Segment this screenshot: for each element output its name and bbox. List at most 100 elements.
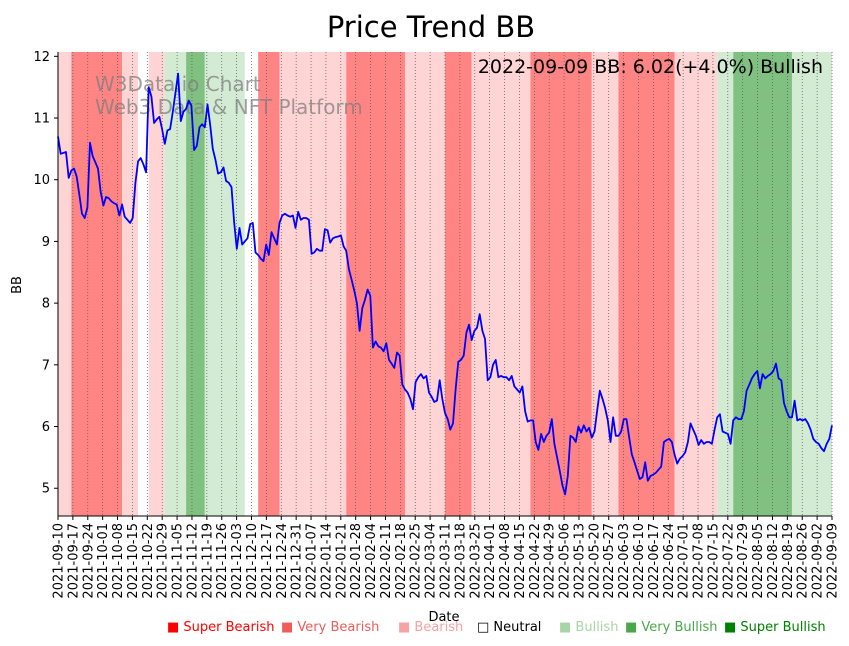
x-tick-label: 2022-02-11 xyxy=(379,523,394,599)
x-tick-label: 2022-04-22 xyxy=(528,523,543,599)
sentiment-legend: ■ Super Bearish ■ Very Bearish ■ Bearish □ … xyxy=(0,620,849,640)
legend-label: Very Bearish xyxy=(297,620,380,635)
sentiment-band xyxy=(733,52,792,516)
sentiment-band xyxy=(591,52,619,516)
y-axis-label: BB xyxy=(10,276,25,294)
sentiment-band xyxy=(122,52,139,516)
x-tick-label: 2022-05-20 xyxy=(587,523,602,599)
legend-item: ■ Bearish xyxy=(398,620,463,635)
x-tick-label: 2021-09-17 xyxy=(66,523,81,599)
legend-label: Super Bullish xyxy=(740,620,826,635)
sentiment-band xyxy=(148,52,165,516)
legend-item: ■ Bullish xyxy=(559,620,618,635)
sentiment-band xyxy=(346,52,405,516)
x-tick-label: 2022-01-28 xyxy=(349,523,364,599)
x-tick-label: 2022-06-24 xyxy=(662,523,677,599)
x-tick-label: 2022-06-03 xyxy=(617,523,632,599)
x-tick-label: 2021-12-03 xyxy=(230,523,245,599)
sentiment-band xyxy=(138,52,149,516)
legend-label: Very Bullish xyxy=(641,620,718,635)
x-tick-label: 2022-04-29 xyxy=(543,523,558,599)
x-tick-label: 2022-06-10 xyxy=(632,523,647,599)
y-tick-label: 9 xyxy=(42,235,50,250)
x-axis-label: Date xyxy=(428,610,459,625)
x-tick-label: 2021-12-31 xyxy=(290,523,305,599)
x-axis-ticks: 2021-09-10 2021-09-17 2021-09-24 2021-10-01… xyxy=(52,516,841,599)
x-tick-label: 2022-04-08 xyxy=(498,523,513,599)
x-tick-label: 2021-09-24 xyxy=(81,523,96,599)
price-line xyxy=(57,72,833,496)
x-tick-label: 2022-07-22 xyxy=(721,523,736,599)
sentiment-band xyxy=(717,52,734,516)
legend-item: ■ Super Bearish xyxy=(167,620,275,635)
x-tick-label: 2022-08-26 xyxy=(796,523,811,599)
x-tick-label: 2022-02-25 xyxy=(409,523,424,599)
x-tick-label: 2022-06-17 xyxy=(647,523,662,599)
legend-swatch: ■ xyxy=(281,620,298,635)
y-tick-label: 8 xyxy=(42,297,50,312)
x-tick-label: 2022-01-21 xyxy=(334,523,349,599)
y-tick-label: 10 xyxy=(33,173,50,188)
x-tick-label: 2022-01-07 xyxy=(305,523,320,599)
watermark-line-2: Web3 Data & NFT Platform xyxy=(95,95,363,119)
sentiment-band xyxy=(204,52,224,516)
legend-swatch: ■ xyxy=(398,620,415,635)
sentiment-band xyxy=(674,52,718,516)
legend-swatch: ■ xyxy=(625,620,642,635)
legend-swatch: ■ xyxy=(559,620,576,635)
sentiment-band xyxy=(186,52,205,516)
x-tick-label: 2022-02-04 xyxy=(364,523,379,599)
x-tick-label: 2021-10-15 xyxy=(126,523,141,599)
x-tick-label: 2022-09-02 xyxy=(811,523,826,599)
x-tick-label: 2022-07-08 xyxy=(692,523,707,599)
x-tick-label: 2021-10-01 xyxy=(96,523,111,599)
x-tick-label: 2021-09-10 xyxy=(52,523,67,599)
x-tick-label: 2022-08-05 xyxy=(751,523,766,599)
x-tick-label: 2022-01-14 xyxy=(319,523,334,599)
x-tick-label: 2022-08-19 xyxy=(781,523,796,599)
x-tick-label: 2021-11-26 xyxy=(215,523,230,599)
sentiment-band xyxy=(316,52,347,516)
x-tick-label: 2022-09-09 xyxy=(826,523,841,599)
x-tick-label: 2021-11-05 xyxy=(171,523,186,599)
y-tick-label: 7 xyxy=(42,358,50,373)
sentiment-band xyxy=(471,52,531,516)
x-tick-label: 2022-05-27 xyxy=(602,523,617,599)
sentiment-band xyxy=(445,52,472,516)
chart-title: Price Trend BB xyxy=(327,10,535,44)
x-tick-label: 2022-07-29 xyxy=(736,523,751,599)
legend-label: Bullish xyxy=(575,620,619,635)
latest-price-annotation: 2022-09-09 BB: 6.02(+4.0%) Bullish xyxy=(478,56,823,78)
legend-item: □ Neutral xyxy=(477,620,541,635)
y-tick-label: 12 xyxy=(33,50,50,65)
sentiment-band xyxy=(791,52,832,516)
y-axis-ticks: 5 6 7 8 9 10 11 12 xyxy=(33,50,58,497)
legend-swatch: □ xyxy=(477,620,494,635)
x-tick-label: 2021-12-24 xyxy=(275,523,290,599)
legend-label: Neutral xyxy=(493,620,542,635)
x-tick-label: 2021-10-08 xyxy=(111,523,126,599)
x-tick-label: 2021-11-12 xyxy=(185,523,200,599)
x-tick-label: 2022-02-18 xyxy=(394,523,409,599)
y-tick-label: 5 xyxy=(42,482,50,497)
x-tick-label: 2022-03-25 xyxy=(468,523,483,599)
sentiment-band xyxy=(618,52,675,516)
legend-label: Super Bearish xyxy=(183,620,275,635)
y-tick-label: 6 xyxy=(42,420,50,435)
x-tick-label: 2022-03-18 xyxy=(453,523,468,599)
x-tick-label: 2021-12-10 xyxy=(245,523,260,599)
x-tick-label: 2021-10-29 xyxy=(156,523,171,599)
x-tick-label: 2021-10-22 xyxy=(141,523,156,599)
sentiment-band xyxy=(279,52,317,516)
x-tick-label: 2022-08-12 xyxy=(766,523,781,599)
x-tick-label: 2021-11-19 xyxy=(200,523,215,599)
x-tick-label: 2022-03-04 xyxy=(424,523,439,599)
sentiment-band xyxy=(223,52,245,516)
y-tick-label: 11 xyxy=(33,112,50,127)
legend-item: ■ Super Bullish xyxy=(724,620,826,635)
sentiment-band xyxy=(258,52,280,516)
sentiment-band xyxy=(58,52,72,516)
sentiment-band xyxy=(71,52,123,516)
legend-item: ■ Very Bearish xyxy=(281,620,379,635)
